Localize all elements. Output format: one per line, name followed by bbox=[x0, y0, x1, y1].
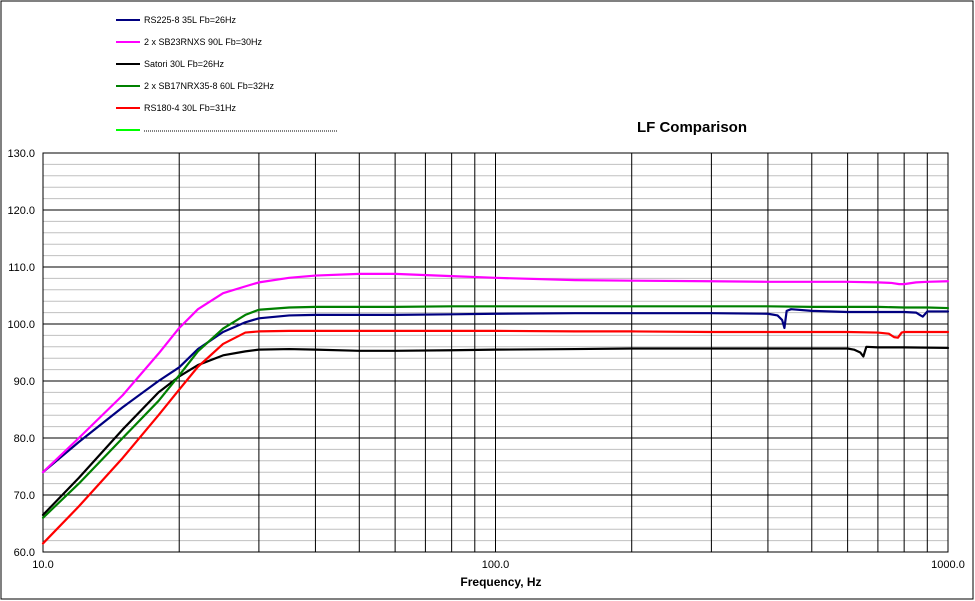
series-line-3 bbox=[41, 345, 950, 517]
y-tick-label: 120.0 bbox=[7, 205, 35, 217]
x-axis-title: Frequency, Hz bbox=[460, 575, 541, 589]
series-line-4 bbox=[41, 305, 950, 519]
y-tick-label: 110.0 bbox=[8, 262, 35, 274]
x-tick-label: 100.0 bbox=[482, 559, 510, 571]
tick-label-layer: 60.0 70.0 80.0 90.0 100.0 110.0 120.0 130.0 10.0… bbox=[7, 148, 964, 571]
series-line-2 bbox=[41, 272, 950, 474]
y-tick-label: 130.0 bbox=[7, 148, 35, 160]
y-tick-label: 90.0 bbox=[14, 376, 35, 388]
y-tick-label: 80.0 bbox=[14, 433, 35, 445]
y-tick-label: 70.0 bbox=[14, 490, 35, 502]
chart-title: LF Comparison bbox=[637, 119, 747, 136]
legend-label: 2 x SB17NRX35-8 60L Fb=32Hz bbox=[144, 81, 274, 91]
y-tick-label: 60.0 bbox=[14, 547, 35, 559]
y-tick-label: 100.0 bbox=[7, 319, 35, 331]
x-tick-label: 10.0 bbox=[32, 559, 53, 571]
legend: RS225-8 35L Fb=26Hz 2 x SB23RNXS 90L Fb=3… bbox=[116, 15, 337, 132]
legend-label: Satori 30L Fb=26Hz bbox=[144, 59, 224, 69]
x-tick-label: 1000.0 bbox=[931, 559, 965, 571]
legend-label: RS225-8 35L Fb=26Hz bbox=[144, 15, 236, 25]
plot-area-frame bbox=[42, 152, 949, 553]
series-layer bbox=[41, 272, 950, 545]
series-line-5 bbox=[41, 329, 950, 545]
legend-label: RS180-4 30L Fb=31Hz bbox=[144, 103, 236, 113]
legend-label: 2 x SB23RNXS 90L Fb=30Hz bbox=[144, 37, 262, 47]
grid-layer bbox=[42, 152, 949, 553]
